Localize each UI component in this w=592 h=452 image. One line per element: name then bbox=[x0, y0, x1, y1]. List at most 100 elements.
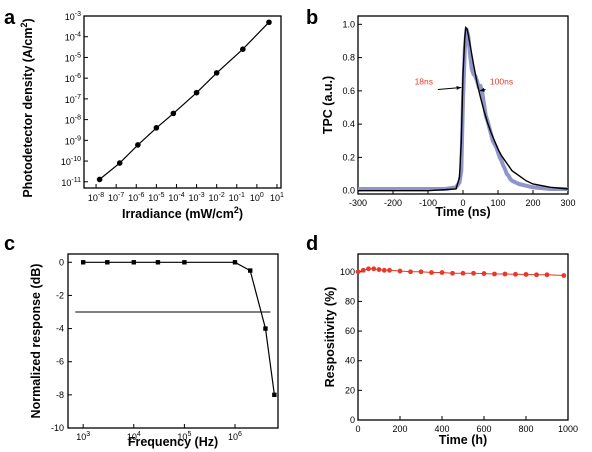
x-axis-label-b: Time (ns) bbox=[435, 205, 490, 219]
data-point-d bbox=[523, 272, 529, 277]
y-tick-label-c: 0 bbox=[59, 257, 64, 267]
data-point-d bbox=[418, 269, 424, 275]
y-axis-label-c: Normalized response (dB) bbox=[29, 264, 43, 419]
y-tick-label-a: 10-7 bbox=[65, 94, 81, 105]
y-tick-label-a: 10-4 bbox=[65, 32, 81, 43]
y-tick-label-a: 10-10 bbox=[61, 156, 81, 167]
y-tick-label-b: 0.0 bbox=[342, 186, 355, 196]
data-point-d bbox=[544, 272, 550, 278]
x-tick-label-a: 10-5 bbox=[148, 192, 164, 203]
data-point-d bbox=[387, 267, 392, 273]
data-point-c bbox=[155, 260, 161, 265]
x-tick-label-d: 800 bbox=[518, 424, 533, 434]
y-tick-label-d: 80 bbox=[345, 296, 355, 306]
data-point-d bbox=[376, 267, 382, 272]
y-tick-label-b: 0.8 bbox=[342, 53, 355, 63]
x-tick-label-d: 200 bbox=[392, 424, 407, 434]
x-tick-label-c: 106 bbox=[228, 431, 242, 442]
x-tick-label-d: 0 bbox=[355, 424, 360, 434]
data-point-c bbox=[248, 268, 253, 273]
x-axis-label-c: Frequency (Hz) bbox=[128, 435, 218, 449]
data-point-c bbox=[272, 392, 277, 398]
x-tick-label-a: 10-8 bbox=[88, 192, 104, 203]
data-point-d bbox=[534, 272, 539, 278]
plot-frame-a bbox=[83, 15, 282, 189]
y-tick-label-a: 10-5 bbox=[65, 52, 81, 63]
chart-b: -300 -200 -100 0 100 200 300 0.0 0.2 0.4 0.6 0.8 1.0… bbox=[321, 15, 576, 219]
data-point-c bbox=[182, 260, 187, 265]
x-tick-label-b: 300 bbox=[560, 198, 575, 208]
data-point-c bbox=[131, 260, 136, 265]
y-tick-label-c: -6 bbox=[56, 357, 64, 367]
data-point-a bbox=[96, 176, 103, 183]
panel-label-a: a bbox=[4, 7, 16, 29]
data-point-d bbox=[502, 271, 508, 277]
data-point-d bbox=[355, 269, 361, 275]
series-line-c bbox=[83, 261, 275, 395]
data-point-c bbox=[80, 260, 86, 265]
series-fit-b bbox=[358, 25, 569, 192]
x-tick-label-d: 400 bbox=[434, 424, 449, 434]
x-tick-label-a: 10-6 bbox=[128, 192, 144, 203]
data-point-d bbox=[471, 270, 476, 276]
data-point-c bbox=[263, 326, 268, 331]
y-tick-label-c: -4 bbox=[56, 324, 64, 334]
chart-d: 0 200 400 600 800 1000 0 20 40 60 80 100 Time (h) Res… bbox=[323, 253, 578, 447]
y-tick-label-b: 0.2 bbox=[342, 152, 355, 162]
y-axis-label-b: TPC (a.u.) bbox=[321, 76, 335, 134]
y-axis-label-d: Respositivity (%) bbox=[323, 287, 337, 388]
x-tick-label-a: 10-1 bbox=[229, 192, 245, 203]
annotation-arrowhead-b bbox=[479, 87, 485, 92]
data-point-d bbox=[397, 268, 403, 274]
y-tick-label-d: 0 bbox=[350, 415, 355, 425]
y-tick-label-c: -8 bbox=[56, 390, 64, 400]
x-axis-label-d: Time (h) bbox=[439, 433, 487, 447]
x-tick-label-a: 100 bbox=[250, 192, 264, 203]
data-point-d bbox=[561, 273, 567, 278]
x-tick-label-a: 10-4 bbox=[168, 192, 184, 203]
x-tick-label-c: 105 bbox=[177, 431, 191, 442]
x-tick-label-b: 200 bbox=[525, 198, 540, 208]
data-point-d bbox=[513, 271, 518, 277]
data-point-d bbox=[460, 270, 466, 276]
y-tick-label-d: 100 bbox=[340, 267, 355, 277]
x-tick-label-b: -300 bbox=[349, 198, 367, 208]
data-point-d bbox=[381, 267, 387, 273]
y-tick-label-b: 1.0 bbox=[342, 19, 355, 29]
plot-frame-d bbox=[357, 253, 569, 421]
data-point-d bbox=[492, 271, 497, 277]
panel-label-d: d bbox=[306, 233, 318, 255]
y-tick-label-d: 20 bbox=[345, 385, 355, 395]
y-tick-label-d: 40 bbox=[345, 356, 355, 366]
series-measured-b bbox=[358, 27, 568, 191]
y-tick-label-a: 10-9 bbox=[65, 135, 81, 146]
y-tick-label-a: 10-11 bbox=[61, 177, 81, 188]
data-point-c bbox=[232, 260, 238, 265]
panel-label-c: c bbox=[4, 233, 15, 255]
y-tick-label-c: -10 bbox=[51, 423, 64, 433]
x-tick-label-b: -100 bbox=[419, 198, 437, 208]
y-tick-label-b: 0.6 bbox=[342, 86, 355, 96]
y-tick-label-a: 10-3 bbox=[65, 11, 81, 22]
annotation-arrowhead-b bbox=[456, 85, 462, 90]
y-tick-label-a: 10-8 bbox=[65, 115, 81, 126]
annotation-text-b: 100ns bbox=[490, 77, 513, 87]
x-axis-label-a: Irradiance (mW/cm2) bbox=[122, 205, 243, 221]
panel-label-b: b bbox=[306, 7, 318, 29]
x-tick-label-b: 0 bbox=[460, 198, 465, 208]
data-point-d bbox=[366, 266, 371, 272]
x-tick-label-a: 10-2 bbox=[209, 192, 225, 203]
y-tick-label-d: 60 bbox=[345, 326, 355, 336]
data-point-d bbox=[439, 270, 445, 275]
x-tick-label-b: -200 bbox=[384, 198, 402, 208]
plot-frame-c bbox=[67, 253, 279, 429]
x-tick-label-a: 101 bbox=[270, 192, 284, 203]
data-point-d bbox=[371, 266, 377, 272]
data-point-c bbox=[105, 260, 110, 265]
chart-a: 10-8 10-7 10-6 10-5 10-4 10-3 10-2 10-1 100 101 10… bbox=[19, 11, 284, 221]
annotation-text-b: 18ns bbox=[415, 77, 433, 87]
x-tick-label-a: 10-7 bbox=[108, 192, 124, 203]
data-point-a bbox=[213, 70, 220, 76]
x-tick-label-b: 100 bbox=[490, 198, 505, 208]
